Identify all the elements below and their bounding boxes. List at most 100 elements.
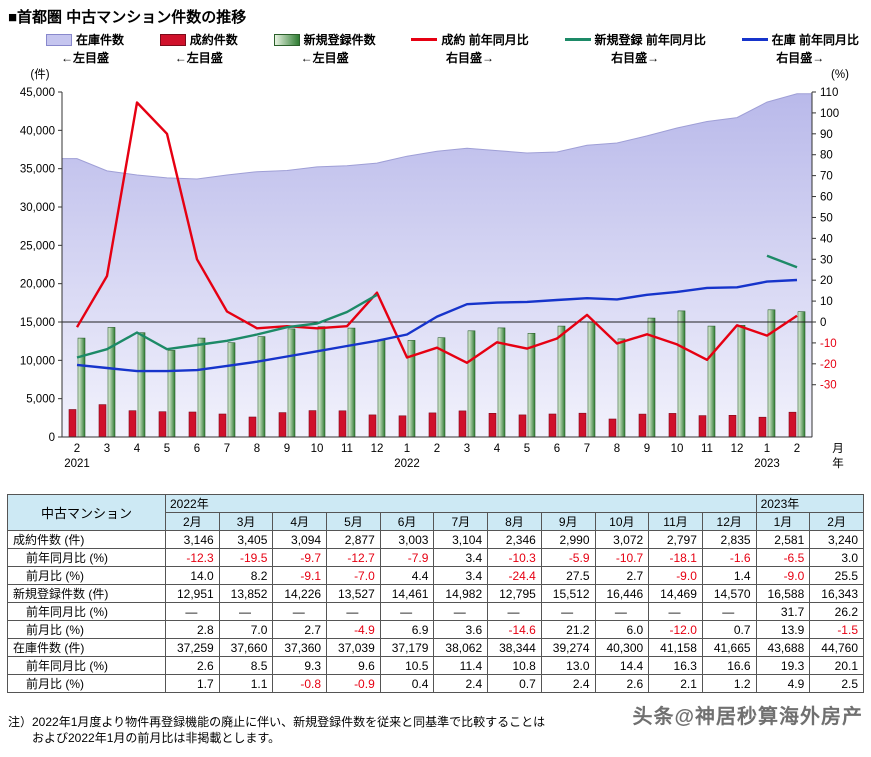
value-cell: 39,274 [540, 638, 596, 657]
registrations-yoy-line [76, 254, 798, 359]
value-cell: 2.4 [540, 674, 596, 693]
left-axis-unit: (件) [30, 67, 49, 81]
row-label: 前月比 (%) [7, 566, 166, 585]
value-cell: 16,588 [755, 584, 811, 603]
table-month-header: 3月 [218, 512, 274, 531]
value-cell: 2.4 [433, 674, 489, 693]
value-cell: 9.3 [272, 656, 328, 675]
month-label: 12 [731, 443, 744, 455]
value-cell: 14,570 [701, 584, 757, 603]
value-cell: 3.4 [433, 566, 489, 585]
value-cell: -1.5 [809, 620, 864, 639]
right-tick-label: 60 [820, 192, 833, 204]
value-cell: 27.5 [540, 566, 596, 585]
month-label: 4 [134, 443, 141, 455]
value-cell: 13.9 [755, 620, 811, 639]
value-cell: 16,446 [594, 584, 650, 603]
value-cell: 41,158 [648, 638, 703, 657]
left-tick-label: 45,000 [20, 87, 55, 99]
contracts-swatch [159, 33, 186, 46]
legend-scale-note: ←左目盛 [174, 51, 223, 65]
month-label: 2 [434, 443, 440, 455]
table-row: 在庫件数 (件) 37,259 37,660 37,360 37,039 37,179 38… [7, 638, 864, 657]
value-cell: 11.4 [433, 656, 489, 675]
value-cell: 6.0 [594, 620, 650, 639]
value-cell: 26.2 [809, 602, 864, 621]
table-year-header: 2022年 [165, 494, 757, 513]
value-cell: 13.0 [540, 656, 596, 675]
value-cell: 14.0 [165, 566, 220, 585]
legend-label: 在庫 前年同月比 [771, 33, 859, 47]
value-cell: 10.5 [379, 656, 435, 675]
month-label: 7 [584, 443, 590, 455]
value-cell: 37,360 [272, 638, 328, 657]
value-cell: 41,665 [701, 638, 757, 657]
month-label: 4 [494, 443, 501, 455]
legend-item-contracts: 成約件数 ←左目盛 [159, 31, 238, 66]
table-month-header: 2月 [809, 512, 864, 531]
value-cell: -4.9 [326, 620, 381, 639]
value-cell: ― [272, 602, 328, 621]
value-cell: ― [218, 602, 274, 621]
table-month-header: 7月 [433, 512, 489, 531]
month-label: 8 [614, 443, 620, 455]
value-cell: ― [594, 602, 650, 621]
value-cell: -19.5 [218, 548, 274, 567]
value-cell: ― [701, 602, 757, 621]
table-month-header: 10月 [594, 512, 650, 531]
table-month-header: 5月 [326, 512, 381, 531]
legend-item-registrations: 新規登録件数 ←左目盛 [273, 31, 376, 66]
contracts-yoy-swatch [411, 38, 438, 41]
value-cell: 3,072 [594, 530, 650, 549]
table-month-header: 12月 [701, 512, 757, 531]
legend-scale-note: ←左目盛 [61, 51, 110, 65]
value-cell: -9.0 [648, 566, 703, 585]
table-row: 前月比 (%) 14.0 8.2 -9.1 -7.0 4.4 3.4 -24.4 27.5 2.7… [7, 566, 864, 585]
month-label: 5 [524, 443, 530, 455]
right-tick-label: 50 [820, 212, 833, 224]
table-month-header: 6月 [379, 512, 435, 531]
value-cell: 38,344 [487, 638, 542, 657]
value-cell: 38,062 [433, 638, 489, 657]
value-cell: 14.4 [594, 656, 650, 675]
row-label: 前月比 (%) [7, 674, 166, 693]
table-row: 前月比 (%) 2.8 7.0 2.7 -4.9 6.9 3.6 -14.6 21.2 6.0 -1… [7, 620, 864, 639]
value-cell: -10.7 [594, 548, 650, 567]
value-cell: 2.6 [165, 656, 220, 675]
value-cell: 31.7 [755, 602, 811, 621]
table-month-header: 2月 [165, 512, 220, 531]
inventory-yoy-swatch [741, 38, 768, 41]
left-tick-label: 10,000 [20, 355, 55, 367]
row-label: 成約件数 (件) [7, 530, 166, 549]
value-cell: 3,094 [272, 530, 328, 549]
left-tick-label: 40,000 [20, 125, 55, 137]
row-label: 新規登録件数 (件) [7, 584, 166, 603]
value-cell: 43,688 [755, 638, 811, 657]
value-cell: 4.9 [755, 674, 811, 693]
row-label: 前年同月比 (%) [7, 548, 166, 567]
value-cell: 21.2 [540, 620, 596, 639]
footnote-line1: 注）2022年1月度より物件再登録機能の廃止に伴い、新規登録件数を従来と同基準で… [8, 715, 546, 729]
month-label: 1 [764, 443, 770, 455]
legend-label: 成約件数 [189, 33, 238, 47]
registrations-yoy-swatch [564, 38, 591, 41]
value-cell: 3.6 [433, 620, 489, 639]
table-row: 前年同月比 (%) 2.6 8.5 9.3 9.6 10.5 11.4 10.8 13.0 14.… [7, 656, 864, 675]
value-cell: 1.7 [165, 674, 220, 693]
left-tick-label: 15,000 [20, 317, 55, 329]
value-cell: 3.4 [433, 548, 489, 567]
row-label: 前年同月比 (%) [7, 656, 166, 675]
value-cell: 16.3 [648, 656, 703, 675]
value-cell: 9.6 [326, 656, 381, 675]
value-cell: 40,300 [594, 638, 650, 657]
contracts-yoy-line [75, 101, 798, 364]
value-cell: -9.0 [755, 566, 811, 585]
value-cell: 19.3 [755, 656, 811, 675]
year-label: 2023 [754, 458, 780, 470]
month-label: 3 [104, 443, 110, 455]
legend-scale-note: ←左目盛 [300, 51, 349, 65]
legend-item-inventory-yoy: 在庫 前年同月比 右目盛→ [741, 31, 859, 66]
value-cell: -7.0 [326, 566, 381, 585]
left-tick-label: 20,000 [20, 279, 55, 291]
right-axis-unit: (%) [831, 69, 849, 81]
